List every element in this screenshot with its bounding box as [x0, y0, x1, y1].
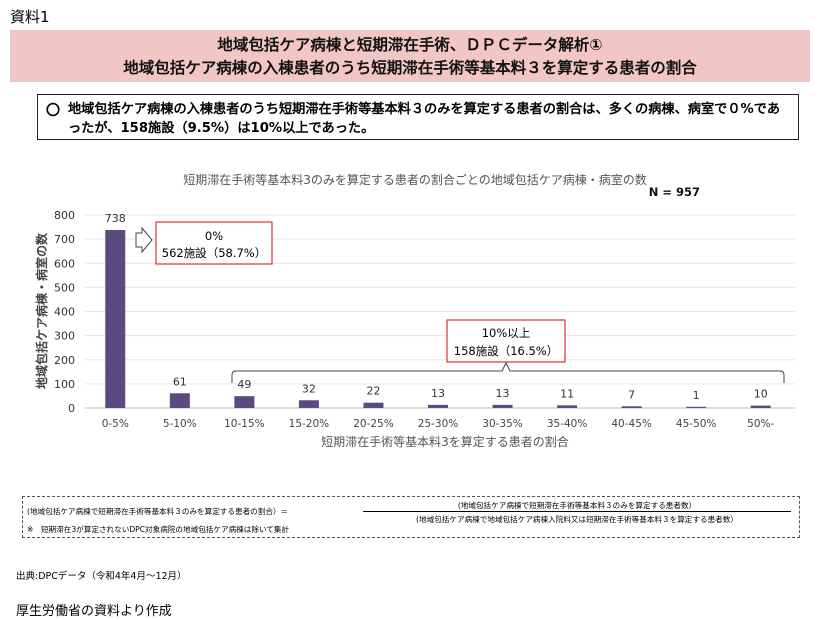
x-tick-label: 30-35% [482, 418, 523, 430]
bar [686, 406, 707, 408]
y-tick-label: 400 [54, 306, 75, 319]
callout-ten-plus-line1: 10%以上 [482, 326, 531, 340]
y-tick-label: 700 [54, 233, 75, 246]
bar-value-label: 13 [431, 387, 445, 400]
y-tick-label: 200 [54, 354, 75, 367]
bar-value-label: 7 [628, 388, 635, 401]
formula-numerator: (地域包括ケア病棟で短期滞在手術等基本料３のみを算定する患者数） [457, 501, 697, 510]
bar-value-label: 32 [302, 382, 316, 395]
bar-value-label: 738 [105, 212, 126, 225]
bar-value-label: 22 [366, 385, 380, 398]
fraction-line [363, 511, 791, 512]
summary-text: 地域包括ケア病棟の入棟患者のうち短期滞在手術等基本料３のみを算定する患者の割合は… [68, 102, 781, 136]
bars: 738 61 49 32 22 13 13 11 7 1 10 [105, 212, 771, 408]
y-tick-label: 300 [54, 330, 75, 343]
callout-zero-line1: 0% [205, 229, 223, 243]
x-axis-label: 短期滞在手術等基本料3を算定する患者の割合 [321, 434, 569, 449]
bar [492, 404, 513, 408]
x-tick-label: 35-40% [547, 418, 588, 430]
x-tick-label: 45-50% [676, 418, 717, 430]
bar [298, 400, 319, 408]
bar-value-label: 61 [173, 375, 187, 388]
right-arrow-icon [135, 226, 153, 254]
callout-zero-box [155, 221, 273, 265]
x-tick-label: 40-45% [611, 418, 652, 430]
formula-denominator: (地域包括ケア病棟で地域包括ケア病棟入院料又は短期滞在手術等基本料３を算定する患… [416, 515, 738, 524]
formula-left: (地域包括ケア病棟で短期滞在手術等基本料３のみを算定する患者の割合）＝ [27, 507, 289, 516]
y-axis-ticks: 0 100 200 300 400 500 600 700 800 [54, 209, 75, 415]
range-bracket [231, 361, 785, 383]
footnote-note: ※ 短期滞在3が算定されないDPC対象病院の地域包括ケア病棟は除いて集計 [27, 525, 290, 534]
document-label: 資料1 [10, 8, 50, 26]
summary-box: 〇 地域包括ケア病棟の入棟患者のうち短期滞在手術等基本料３のみを算定する患者の割… [37, 94, 799, 140]
bar-value-label: 13 [496, 387, 510, 400]
callout-ten-plus-line2: 158施設（16.5%） [454, 344, 558, 358]
y-tick-label: 0 [68, 402, 75, 415]
bar [169, 393, 190, 408]
bar [557, 405, 578, 408]
x-tick-label: 5-10% [163, 418, 197, 430]
chart-title: 短期滞在手術等基本料3のみを算定する患者の割合ごとの地域包括ケア病棟・病室の数 [183, 172, 647, 187]
bar [428, 404, 448, 408]
x-tick-label: 15-20% [289, 418, 330, 430]
bar [363, 402, 384, 408]
formula-note-box: (地域包括ケア病棟で短期滞在手術等基本料３のみを算定する患者の割合）＝ (地域包… [22, 496, 800, 538]
summary-bullet: 〇 [46, 103, 60, 119]
callout-ten-plus-box [446, 319, 566, 363]
y-tick-label: 600 [54, 257, 75, 270]
x-tick-label: 10-15% [224, 418, 265, 430]
bar [234, 396, 255, 408]
title-line-1: 地域包括ケア病棟と短期滞在手術、ＤＰＣデータ解析① [217, 36, 603, 54]
title-line-2: 地域包括ケア病棟の入棟患者のうち短期滞在手術等基本料３を算定する患者の割合 [123, 59, 697, 77]
y-axis-label: 地域包括ケア病棟・病室の数 [34, 232, 49, 389]
source-text: 出典:DPCデータ（令和4年4月～12月） [16, 571, 187, 582]
credit-text: 厚生労働省の資料より作成 [16, 604, 172, 619]
y-tick-label: 100 [54, 378, 75, 391]
chart-n-label: N = 957 [649, 185, 700, 199]
x-axis-ticks: 0-5% 5-10% 10-15% 15-20% 20-25% 25-30% 30-35% 3… [102, 418, 775, 430]
bar-chart: 短期滞在手術等基本料3のみを算定する患者の割合ごとの地域包括ケア病棟・病室の数 … [34, 172, 795, 449]
x-tick-label: 0-5% [102, 418, 129, 430]
bar [105, 229, 126, 408]
bar [750, 405, 771, 408]
y-tick-label: 800 [54, 209, 75, 222]
bar-value-label: 10 [754, 388, 768, 401]
bar-value-label: 11 [560, 387, 574, 400]
bar-value-label: 49 [237, 378, 251, 391]
y-tick-label: 500 [54, 281, 75, 294]
bar-value-label: 1 [693, 389, 700, 402]
title-banner: 地域包括ケア病棟と短期滞在手術、ＤＰＣデータ解析① 地域包括ケア病棟の入棟患者の… [10, 30, 810, 82]
callout-zero-line2: 562施設（58.7%） [162, 246, 266, 260]
bar [621, 406, 642, 408]
x-tick-label: 50%- [747, 418, 774, 430]
x-tick-label: 20-25% [353, 418, 394, 430]
x-tick-label: 25-30% [418, 418, 459, 430]
